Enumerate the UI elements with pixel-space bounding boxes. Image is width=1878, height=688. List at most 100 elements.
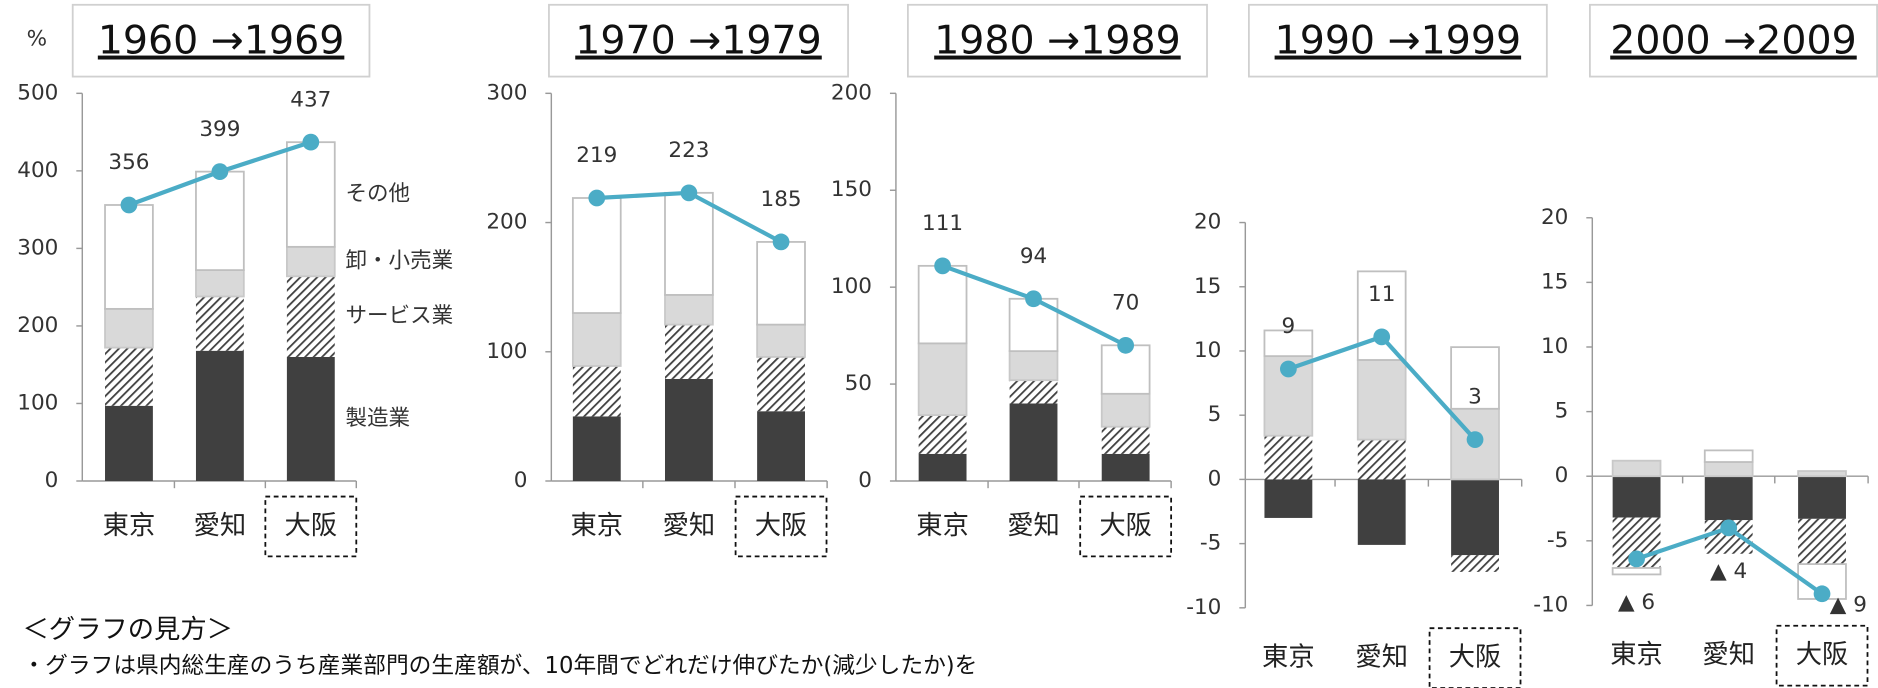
y-tick-label: 150 <box>831 177 872 202</box>
total-point <box>1025 290 1042 308</box>
chart-title: 2000 →2009 <box>1610 18 1857 64</box>
title-box <box>1589 3 1878 78</box>
bar-segment <box>1009 380 1058 404</box>
total-point <box>680 184 698 202</box>
y-tick-label: 200 <box>831 80 872 105</box>
y-tick-label: 0 <box>45 468 59 493</box>
title-box <box>906 3 1208 78</box>
bar-segment <box>918 415 967 454</box>
x-tick-label: 愛知 <box>663 511 716 541</box>
bar-segment <box>1451 555 1499 572</box>
value-label: 356 <box>108 150 149 175</box>
y-tick-label: 300 <box>486 80 527 105</box>
bar-segment <box>1008 350 1059 382</box>
y-tick-label: 0 <box>1208 466 1222 491</box>
bar-segment <box>757 411 805 482</box>
title-box <box>1248 3 1548 78</box>
y-tick-label: 50 <box>845 371 872 396</box>
bar-segment <box>572 416 621 482</box>
bar-segment <box>285 141 336 248</box>
y-tick-label: 10 <box>1541 334 1568 359</box>
bar-segment <box>572 365 621 417</box>
bar-segment <box>105 347 153 406</box>
total-point <box>1813 585 1831 603</box>
bar-segment <box>1357 479 1406 545</box>
x-tick-label: 愛知 <box>1702 640 1755 670</box>
y-tick-label: 100 <box>486 339 527 364</box>
bar-segment <box>286 356 335 482</box>
bar-segment <box>286 276 335 357</box>
bar-segment <box>1612 476 1661 518</box>
y-tick-label: 10 <box>1194 338 1221 363</box>
chart-title: 1970 →1979 <box>575 18 822 64</box>
y-tick-label: 5 <box>1555 399 1569 424</box>
y-tick-label: 15 <box>1541 269 1568 294</box>
bar-segment <box>1797 470 1847 478</box>
bar-segment <box>1100 392 1151 428</box>
y-tick-label: -10 <box>1186 595 1221 620</box>
bar-segment <box>1798 518 1846 565</box>
bar-segment <box>1264 479 1313 518</box>
series-label: 製造業 <box>346 406 411 431</box>
unit-label: % <box>27 26 47 51</box>
bar-segment <box>195 350 244 482</box>
total-point <box>1373 328 1391 346</box>
y-tick-label: -10 <box>1533 592 1568 617</box>
value-label: 111 <box>922 211 963 236</box>
bar-segment <box>1450 346 1500 410</box>
y-tick-label: 20 <box>1194 210 1221 235</box>
bar-segment <box>104 307 154 349</box>
highlight-box <box>1428 627 1522 688</box>
value-label: 70 <box>1112 290 1139 315</box>
x-tick-label: 東京 <box>916 511 969 541</box>
value-label: ▲ 4 <box>1710 559 1747 584</box>
bar-segment <box>1611 567 1662 576</box>
bar-segment <box>1357 439 1406 480</box>
x-tick-label: 愛知 <box>1355 643 1408 673</box>
bar-segment <box>1451 479 1499 556</box>
total-point <box>211 163 229 181</box>
series-label: その他 <box>346 182 411 207</box>
y-tick-label: 15 <box>1194 274 1221 299</box>
series-label: 卸・小売業 <box>346 249 454 274</box>
bar-segment <box>571 197 622 314</box>
bar-segment <box>664 191 714 296</box>
bar-segment <box>1263 329 1314 358</box>
bar-segment <box>917 342 968 416</box>
bar-segment <box>285 245 336 278</box>
highlight-box <box>1775 624 1869 687</box>
y-tick-label: 0 <box>858 468 872 493</box>
title-box <box>548 3 849 78</box>
bar-segment <box>104 204 154 310</box>
bar-segment <box>756 323 806 358</box>
value-label: 11 <box>1368 282 1395 307</box>
y-tick-label: 100 <box>831 274 872 299</box>
y-tick-label: 0 <box>514 468 528 493</box>
x-tick-label: 東京 <box>1610 640 1663 670</box>
bar-segment <box>1703 449 1754 463</box>
chart-title: 1960 →1969 <box>98 18 345 64</box>
x-tick-label: 東京 <box>1262 643 1315 673</box>
total-point <box>1720 519 1738 537</box>
total-point <box>934 257 951 275</box>
bar-segment <box>1356 359 1407 441</box>
bar-segment <box>1009 403 1058 482</box>
value-label: 399 <box>199 117 240 142</box>
chart-title: 1980 →1989 <box>934 18 1181 64</box>
total-point <box>1628 550 1645 568</box>
value-label: 94 <box>1020 244 1047 269</box>
bar-segment <box>757 356 805 412</box>
bar-segment <box>195 296 244 351</box>
x-tick-label: 大阪 <box>1449 643 1502 673</box>
total-point <box>302 133 320 151</box>
y-tick-label: 300 <box>17 235 58 260</box>
bar-segment <box>756 241 806 326</box>
x-tick-label: 大阪 <box>285 511 338 541</box>
y-tick-label: 400 <box>17 158 58 183</box>
value-label: 185 <box>761 187 802 212</box>
bar-segment <box>1101 453 1150 482</box>
y-tick-label: 200 <box>17 313 58 338</box>
y-tick-label: 0 <box>1555 463 1569 488</box>
value-label: 223 <box>668 138 709 163</box>
value-label: 3 <box>1468 385 1482 410</box>
